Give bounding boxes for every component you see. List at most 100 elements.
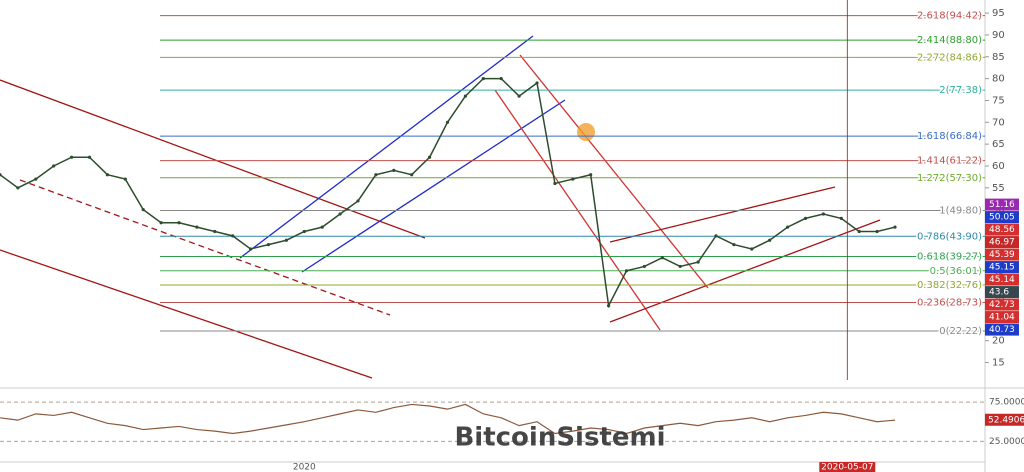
trendline — [239, 35, 534, 259]
price-box — [985, 211, 1019, 224]
price-box — [985, 323, 1019, 336]
fib-label: 2(77.38) — [939, 85, 982, 96]
y-tick-label: 65 — [992, 139, 1005, 150]
price-point — [535, 81, 539, 85]
x-tick-label: 2020 — [293, 463, 316, 472]
price-point — [195, 225, 199, 229]
rsi-last-label: 52.4906 — [988, 415, 1024, 425]
price-point — [571, 177, 575, 181]
trendline — [0, 79, 426, 239]
price-label: 51.16 — [989, 200, 1015, 210]
price-label: 48.56 — [989, 225, 1015, 235]
price-point — [607, 304, 611, 308]
y-tick-label: 90 — [992, 30, 1005, 41]
fib-label: 2.414(88.80) — [917, 35, 982, 46]
watermark: BitcoinSistemi — [454, 423, 665, 453]
fib-label: 0.618(39.27) — [917, 252, 982, 263]
price-box — [985, 236, 1019, 249]
fib-label: 1.272(57.30) — [917, 173, 982, 184]
fib-label: 0.236(28.73) — [917, 298, 982, 309]
price-box — [985, 248, 1019, 261]
price-point — [338, 212, 342, 216]
y-tick-label: 95 — [992, 8, 1005, 19]
price-label: 42.73 — [989, 300, 1015, 310]
fib-label: 0.786(43.90) — [917, 231, 982, 242]
price-point — [52, 164, 56, 168]
price-point — [356, 199, 360, 203]
fib-label: 2.272(84.86) — [917, 52, 982, 63]
price-point — [410, 173, 414, 177]
y-tick-label: 85 — [992, 52, 1005, 63]
price-point — [463, 94, 467, 98]
price-box — [985, 311, 1019, 324]
fib-label: 0(22.22) — [939, 326, 982, 337]
price-label: 43.6 — [989, 288, 1009, 298]
price-point — [70, 155, 74, 159]
y-tick-label: 60 — [992, 161, 1005, 172]
price-point — [231, 234, 235, 238]
y-tick-label: 20 — [992, 336, 1005, 347]
price-label: 50.05 — [989, 213, 1015, 223]
price-box — [985, 298, 1019, 311]
price-point — [803, 216, 808, 220]
y-tick-label: 55 — [992, 183, 1005, 194]
fib-label: 0.382(32.76) — [917, 280, 982, 291]
rsi-line — [0, 403, 896, 435]
fib-label: 0.5(36.01) — [930, 266, 982, 277]
price-label: 45.14 — [989, 275, 1015, 285]
price-point — [714, 234, 718, 238]
price-point — [392, 168, 396, 172]
price-label: 40.73 — [989, 325, 1015, 335]
price-point — [374, 173, 378, 177]
price-point — [732, 242, 736, 247]
price-point — [499, 77, 503, 81]
price-point — [87, 155, 92, 159]
price-point — [0, 173, 2, 177]
price-label: 45.15 — [989, 263, 1015, 273]
price-point — [660, 256, 664, 260]
fib-label: 2.618(94.42) — [917, 11, 982, 22]
price-point — [284, 238, 288, 242]
y-tick-label: 75 — [992, 95, 1005, 106]
price-point — [517, 94, 521, 98]
price-point — [642, 264, 647, 269]
highlight-marker — [577, 123, 595, 141]
trendline — [519, 54, 709, 289]
price-point — [105, 173, 109, 177]
price-point — [159, 221, 163, 225]
price-point — [553, 181, 557, 186]
y-tick-label: 80 — [992, 74, 1005, 85]
price-point — [177, 221, 181, 225]
trendline — [19, 179, 391, 316]
price-point — [786, 225, 790, 229]
price-point — [302, 229, 306, 234]
x-tick-label: 2020-05-07 — [821, 463, 873, 472]
price-box — [985, 261, 1019, 274]
price-point — [875, 229, 879, 234]
rsi-last-box — [985, 413, 1024, 426]
trendline — [609, 186, 836, 243]
price-point — [445, 120, 450, 124]
trendline — [494, 89, 661, 331]
price-point — [16, 186, 20, 190]
rsi-tick-label: 25.0000 — [989, 437, 1024, 447]
price-box — [985, 273, 1019, 286]
fib-label: 1(49.80) — [939, 206, 982, 217]
y-tick-label: 15 — [992, 358, 1005, 369]
price-point — [696, 260, 700, 264]
price-label: 45.39 — [989, 250, 1015, 260]
fib-label: 1.414(61.22) — [917, 156, 982, 167]
price-point — [750, 247, 754, 251]
price-point — [678, 264, 682, 269]
price-point — [320, 225, 324, 229]
price-point — [123, 177, 127, 181]
price-box — [985, 198, 1019, 211]
price-point — [624, 269, 629, 273]
y-tick-label: 70 — [992, 117, 1005, 128]
price-label: 41.04 — [989, 313, 1015, 323]
price-point — [34, 177, 38, 181]
price-box — [985, 286, 1019, 299]
date-box — [819, 462, 876, 472]
price-point — [768, 238, 772, 242]
